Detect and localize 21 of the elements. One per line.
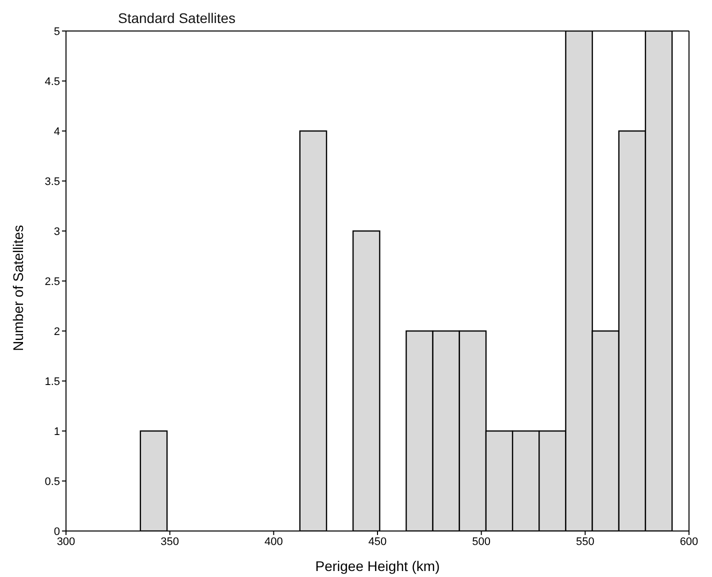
x-tick-label: 600 (680, 536, 698, 548)
x-tick-label: 350 (160, 536, 180, 548)
x-axis-title: Perigee Height (km) (315, 558, 440, 574)
y-tick-label: 4.5 (44, 76, 60, 88)
y-tick-label: 3 (54, 226, 60, 238)
y-tick-label: 0 (54, 526, 60, 538)
x-tick-label: 450 (368, 536, 387, 548)
chart-title: Standard Satellites (118, 10, 236, 26)
x-tick-label: 300 (56, 536, 76, 548)
y-tick-label: 1 (54, 426, 60, 438)
y-tick-label: 0.5 (44, 476, 60, 488)
y-axis-title: Number of Satellites (10, 224, 26, 351)
y-tick-label: 3.5 (44, 176, 60, 188)
x-tick-label: 550 (576, 536, 594, 548)
y-tick-label: 4 (54, 126, 60, 138)
x-tick-label: 400 (264, 536, 283, 548)
y-tick-label: 2.5 (44, 276, 60, 288)
y-tick-label: 1.5 (44, 376, 60, 388)
x-tick-label: 500 (472, 536, 491, 548)
y-tick-label: 2 (54, 326, 60, 338)
y-tick-label: 5 (54, 26, 60, 38)
